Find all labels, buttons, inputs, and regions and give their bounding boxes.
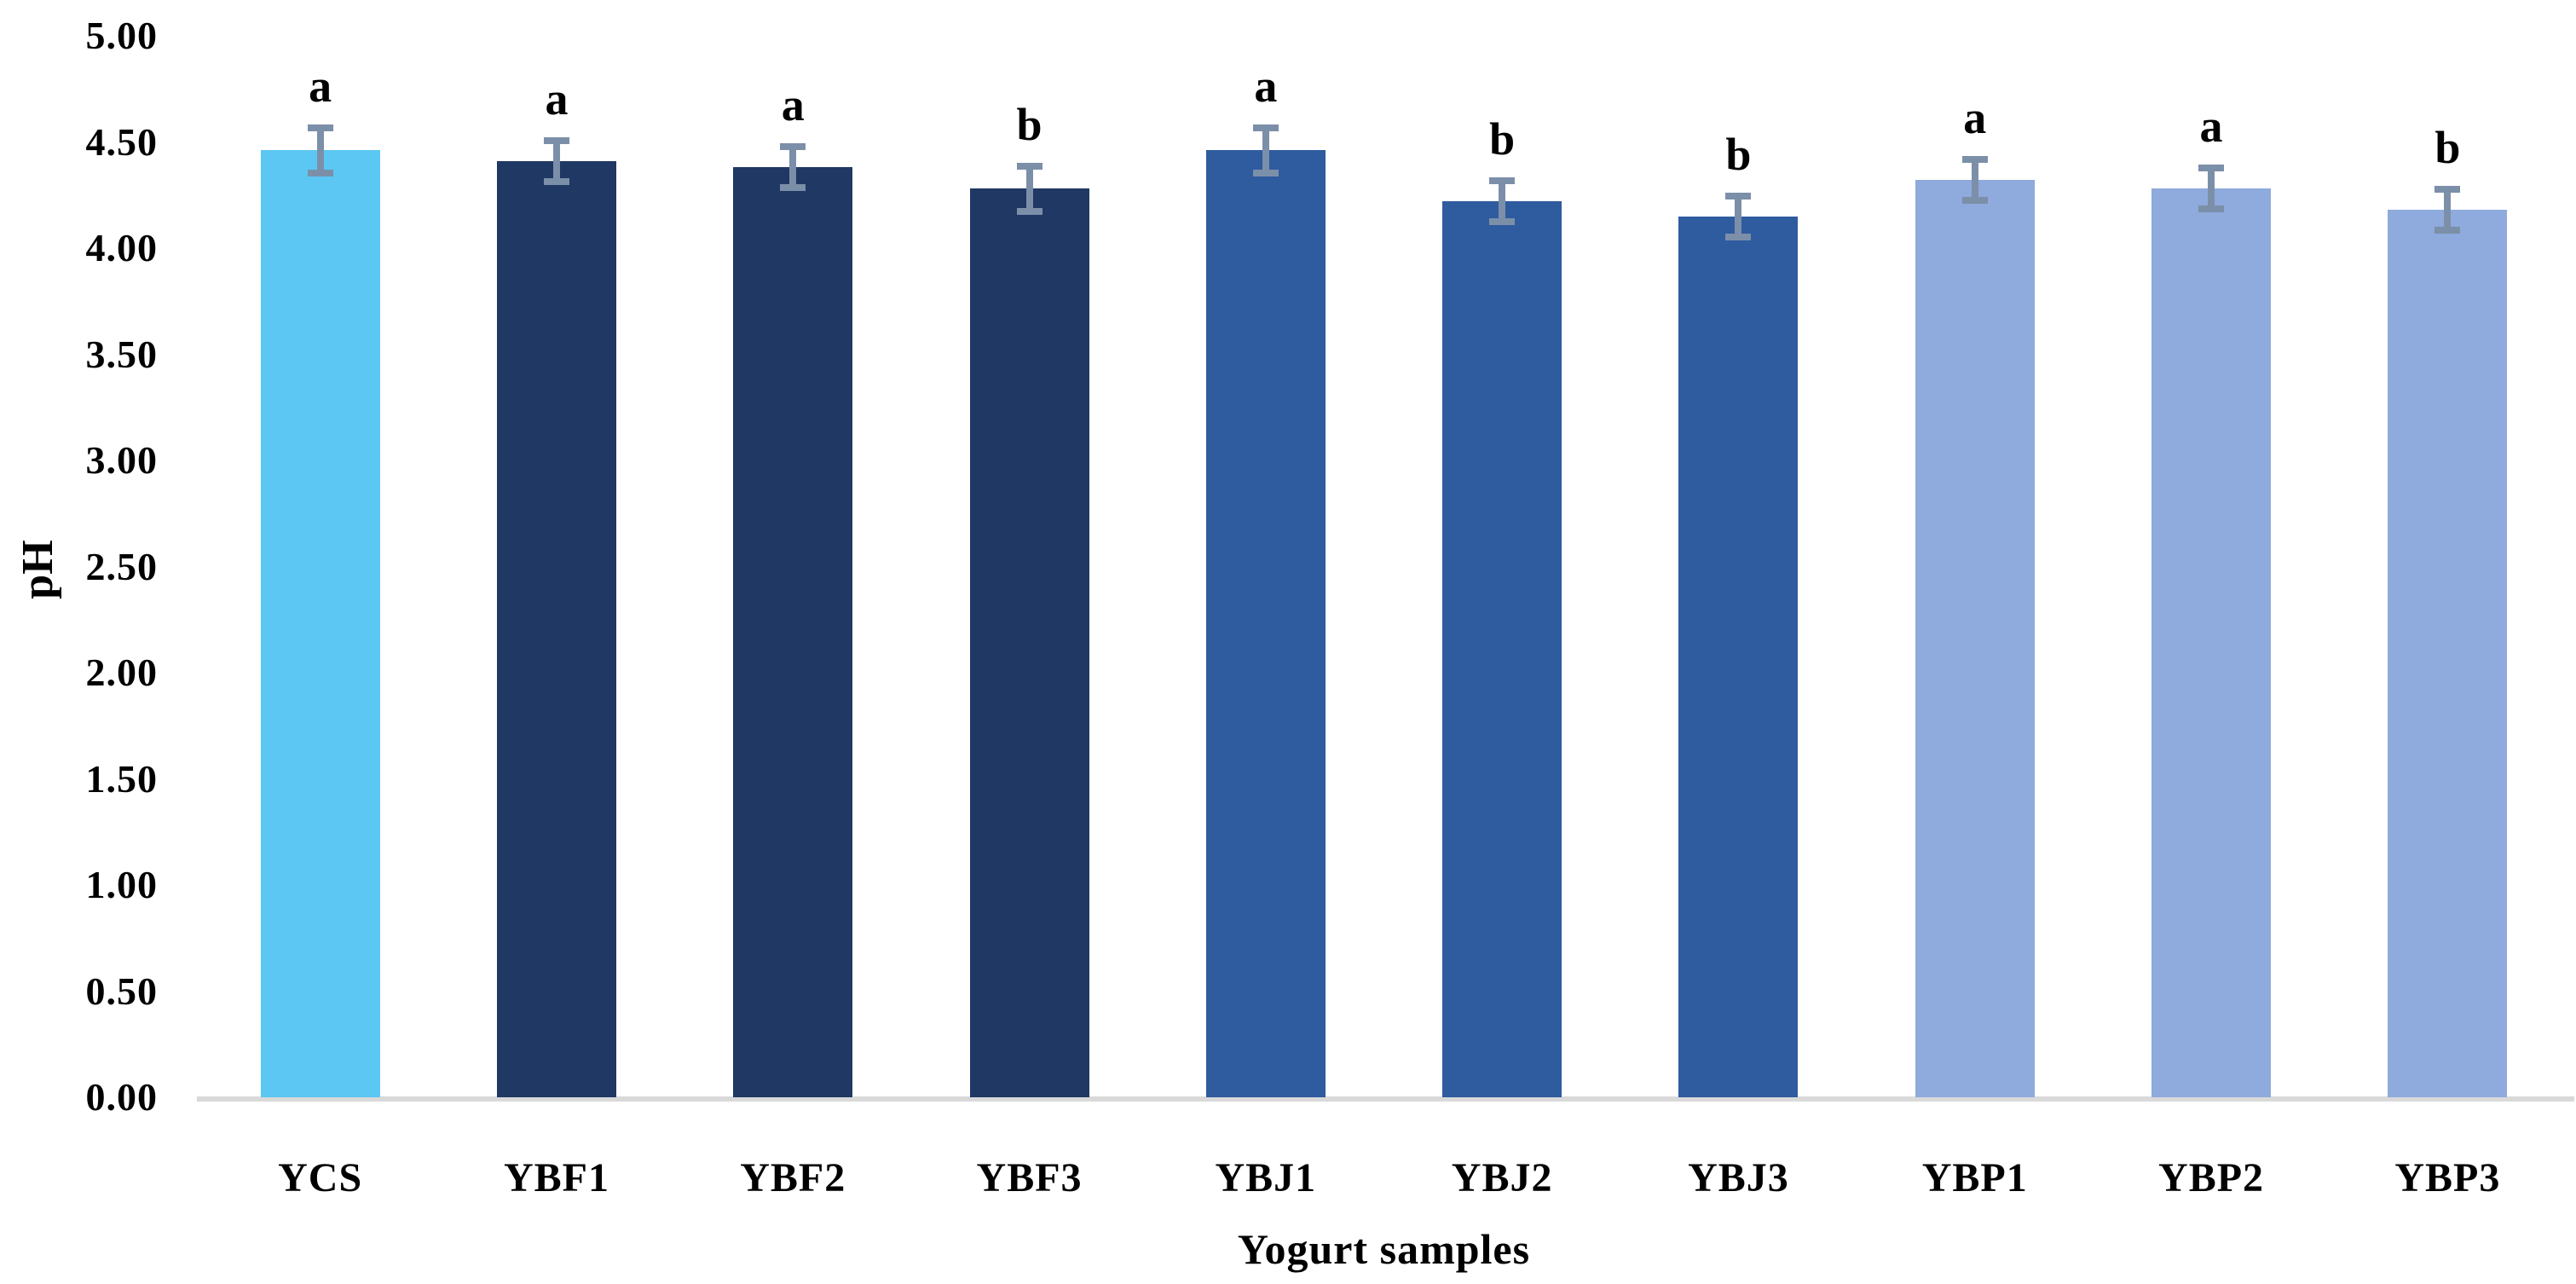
y-tick-label: 0.00 [85, 1075, 158, 1119]
y-tick-label: 1.00 [85, 863, 158, 906]
x-axis-title: Yogurt samples [1237, 1225, 1531, 1273]
bar-ybj3 [1678, 216, 1799, 1097]
y-tick-label: 4.50 [85, 119, 158, 164]
plot-area: 0.00 0.50 1.00 1.50 2.00 2.50 3.00 3.50 4.00 4.50… [86, 16, 2574, 1117]
significance-letter-ybj1: a [1254, 61, 1278, 113]
error-cap-top-ybj3 [1725, 192, 1752, 200]
y-tick-label: 4.00 [85, 226, 158, 269]
error-cap-bottom-ybj3 [1725, 233, 1752, 240]
significance-letter-ybp1: a [1963, 92, 1987, 144]
error-cap-top-ycs [307, 124, 333, 132]
error-cap-top-ybp2 [2198, 165, 2225, 172]
significance-letter-ybf3: b [1016, 98, 1043, 150]
bar-ybf2 [733, 167, 853, 1097]
significance-letter-ybf2: a [781, 79, 805, 131]
significance-letter-ybj2: b [1489, 113, 1516, 165]
significance-letter-ycs: a [309, 61, 332, 113]
bar-ybp1 [1915, 180, 2035, 1097]
significance-letter-ybf1: a [545, 73, 569, 124]
error-cap-bottom-ycs [307, 169, 333, 176]
error-cap-bottom-ybp1 [1961, 197, 1988, 205]
error-bar-ycs [316, 131, 324, 170]
x-label-ybp1: YBP1 [1921, 1155, 2028, 1200]
error-bar-ybf2 [789, 150, 797, 185]
error-bar-ybj2 [1499, 184, 1506, 219]
x-axis-line [197, 1096, 2574, 1102]
bar-ycs [260, 150, 380, 1097]
x-label-ycs: YCS [278, 1155, 363, 1200]
error-bar-ybp2 [2208, 171, 2215, 206]
significance-letter-ybj3: b [1725, 128, 1752, 180]
x-label-ybj3: YBJ3 [1688, 1155, 1789, 1200]
error-cap-top-ybf1 [543, 137, 569, 144]
error-cap-bottom-ybj2 [1489, 218, 1516, 226]
error-cap-top-ybp3 [2434, 186, 2461, 194]
x-label-ybj1: YBJ1 [1215, 1155, 1317, 1200]
error-cap-bottom-ybj1 [1252, 169, 1279, 176]
error-bar-ybp1 [1971, 163, 1978, 198]
bar-ybp2 [2151, 188, 2272, 1097]
y-tick-label: 3.50 [85, 332, 158, 376]
x-label-ybf1: YBF1 [503, 1155, 609, 1200]
error-cap-bottom-ybf1 [543, 177, 569, 185]
x-label-ybf3: YBF3 [976, 1155, 1083, 1200]
y-tick-label: 1.50 [85, 756, 158, 801]
error-cap-top-ybp1 [1961, 156, 1988, 164]
bar-ybf1 [496, 160, 616, 1097]
y-tick-label: 2.50 [85, 544, 158, 588]
error-bar-ybf1 [552, 144, 560, 178]
error-bar-ybf3 [1025, 169, 1033, 208]
x-label-ybp3: YBP3 [2394, 1155, 2501, 1200]
bar-ybf3 [969, 188, 1089, 1097]
error-cap-top-ybj2 [1489, 177, 1516, 185]
error-cap-top-ybj1 [1252, 124, 1279, 132]
error-bar-ybj1 [1262, 131, 1269, 170]
error-cap-bottom-ybf3 [1016, 207, 1043, 215]
significance-letter-ybp2: a [2199, 101, 2223, 153]
x-label-ybf2: YBF2 [740, 1155, 846, 1200]
bar-ybj1 [1205, 150, 1326, 1097]
bar-ybj2 [1442, 201, 1562, 1097]
error-cap-bottom-ybp3 [2434, 227, 2461, 234]
error-bar-ybp3 [2444, 193, 2452, 228]
bar-ybp3 [2388, 210, 2508, 1097]
y-tick-label: 2.00 [85, 651, 158, 694]
x-label-ybj2: YBJ2 [1451, 1155, 1553, 1200]
error-cap-top-ybf3 [1016, 162, 1043, 170]
error-cap-bottom-ybp2 [2198, 205, 2225, 213]
y-tick-label: 5.00 [85, 14, 158, 57]
x-label-ybp2: YBP2 [2158, 1155, 2265, 1200]
significance-letter-ybp3: b [2434, 122, 2461, 174]
error-cap-bottom-ybf2 [780, 184, 806, 192]
y-tick-label: 0.50 [85, 969, 158, 1013]
y-tick-label: 3.00 [85, 438, 158, 482]
error-cap-top-ybf2 [780, 143, 806, 151]
error-bar-ybj3 [1735, 199, 1742, 234]
